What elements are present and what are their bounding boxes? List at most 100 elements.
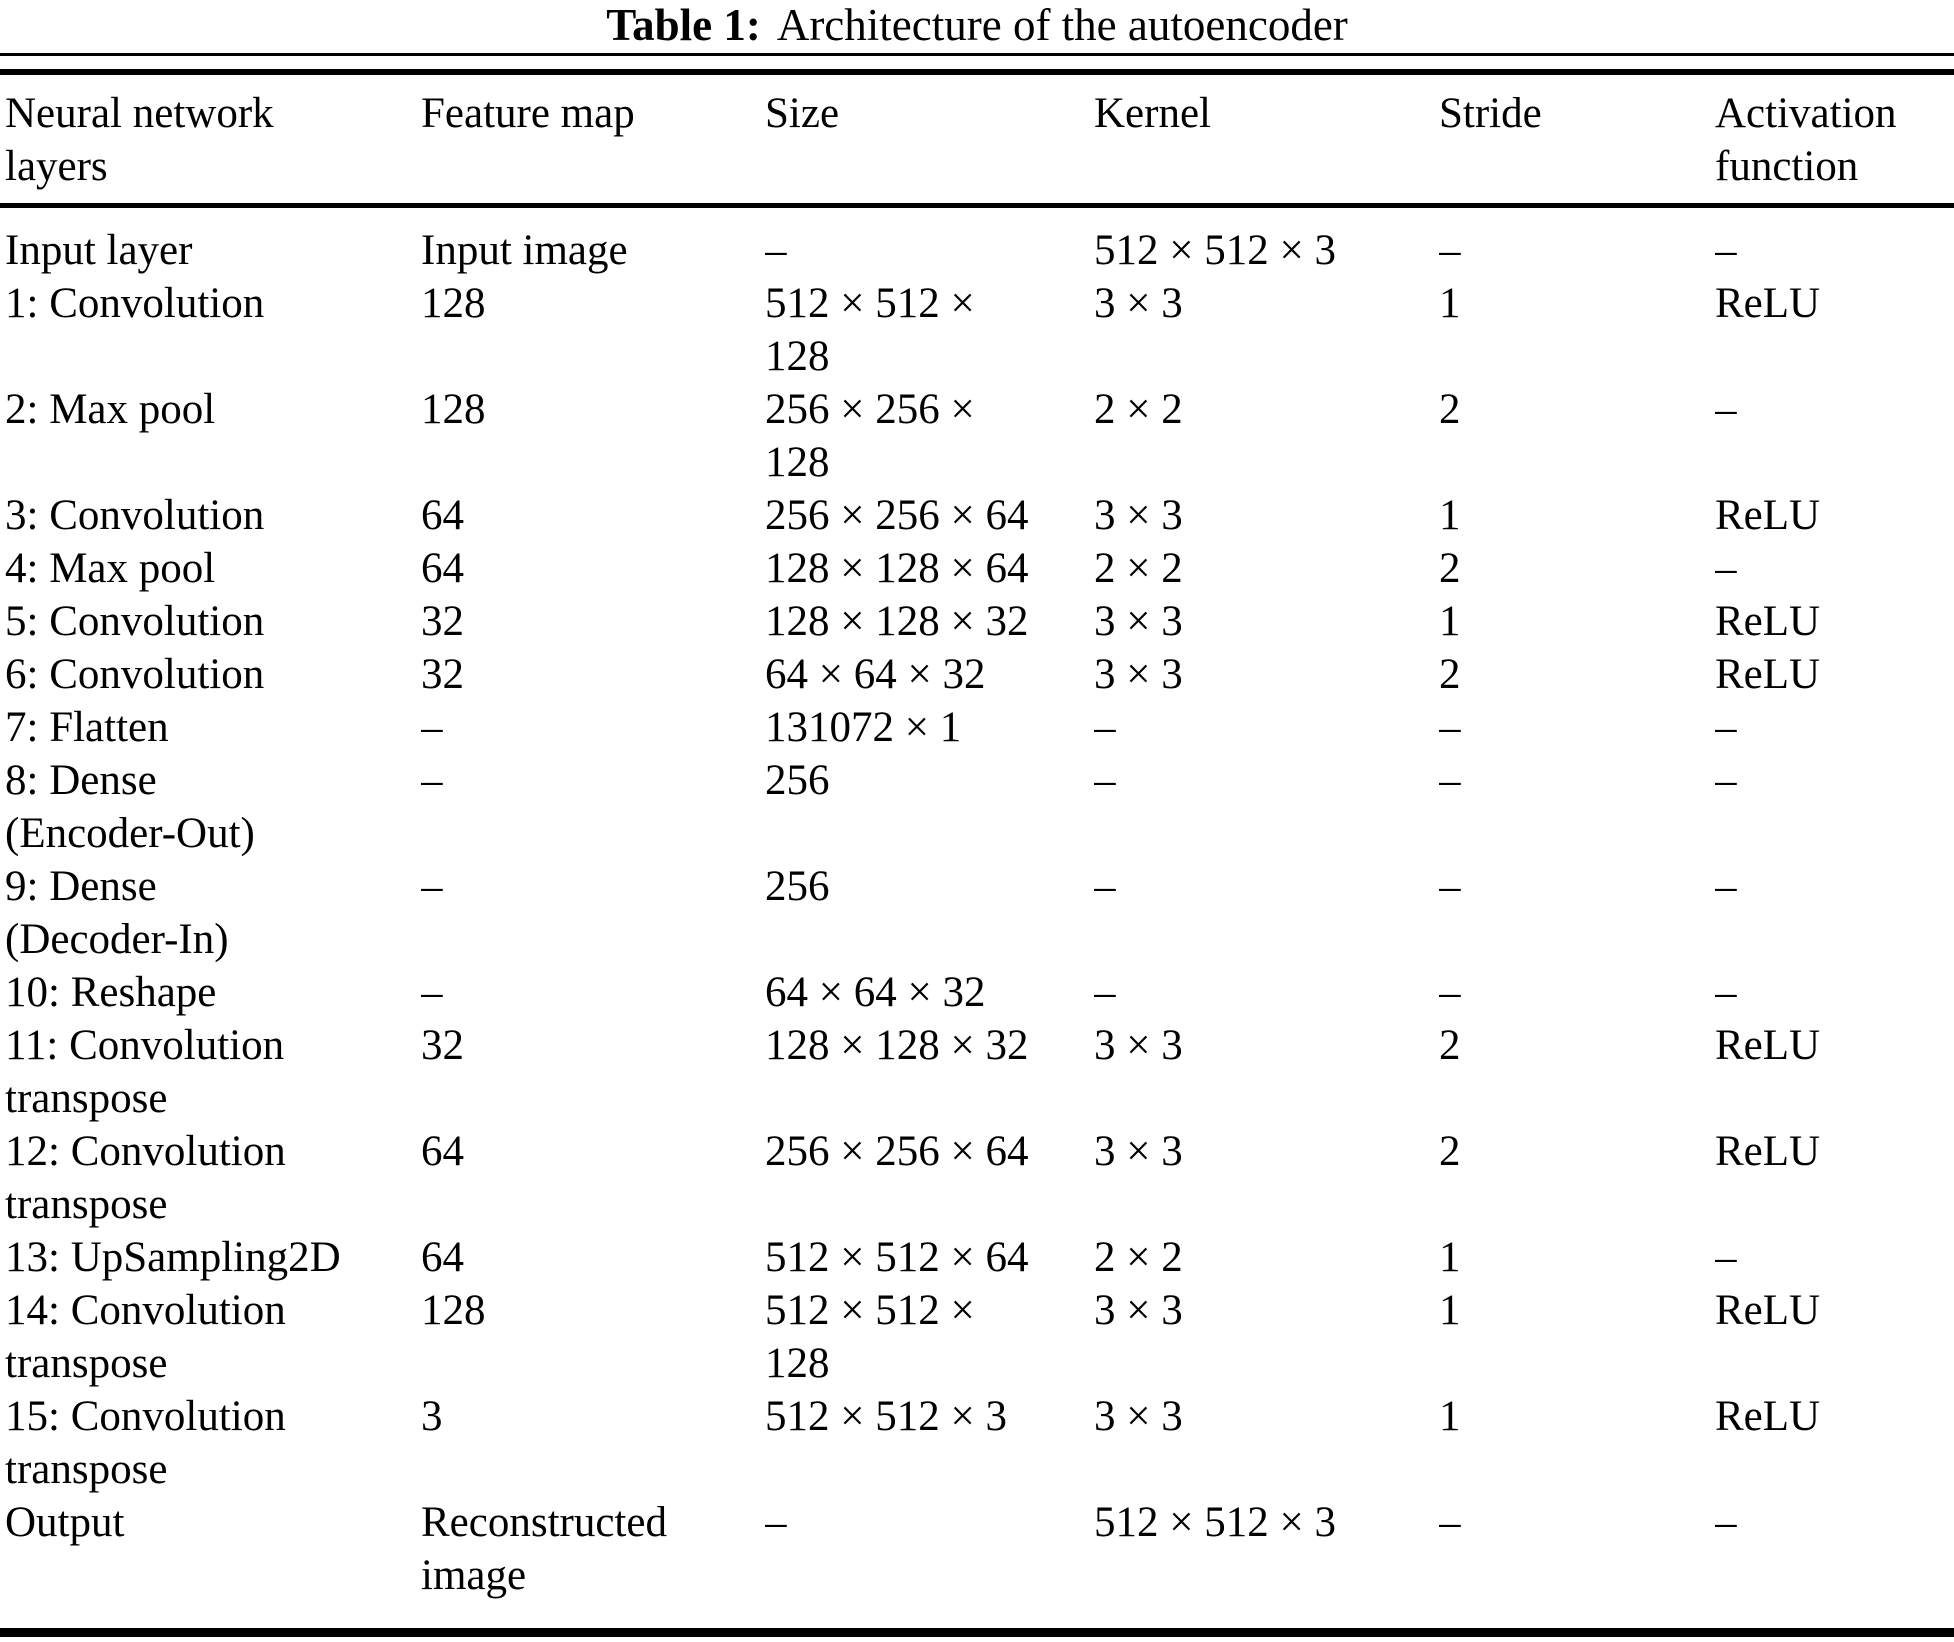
cell-stride: 1 (1439, 1393, 1461, 1440)
cell-stride: 1 (1439, 1287, 1461, 1334)
cell-feature-map: – (421, 757, 443, 804)
cell-size: 512 × 512 × 64 (765, 1234, 1029, 1281)
cell-stride: 1 (1439, 1234, 1461, 1281)
cell-kernel: 2 × 2 (1094, 1234, 1183, 1281)
cell-activation: ReLU (1715, 1128, 1821, 1175)
cell-activation: ReLU (1715, 492, 1821, 539)
column-header-feature-map: Feature map (421, 90, 635, 137)
cell-feature-map: 3 (421, 1393, 443, 1440)
cell-kernel: 3 × 3 (1094, 1022, 1183, 1069)
cell-activation: ReLU (1715, 1287, 1821, 1334)
cell-kernel: – (1094, 863, 1116, 910)
cell-feature-map: 128 (421, 1287, 486, 1334)
cell-layer: 9: Dense (Decoder-In) (5, 863, 229, 963)
cell-activation: – (1715, 545, 1737, 592)
cell-feature-map: 32 (421, 651, 464, 698)
cell-size: 131072 × 1 (765, 704, 962, 751)
cell-kernel: 3 × 3 (1094, 280, 1183, 327)
cell-kernel: 2 × 2 (1094, 386, 1183, 433)
cell-activation: ReLU (1715, 1022, 1821, 1069)
cell-stride: – (1439, 227, 1461, 274)
cell-activation: – (1715, 863, 1737, 910)
cell-kernel: 3 × 3 (1094, 651, 1183, 698)
cell-stride: 2 (1439, 545, 1461, 592)
cell-stride: 2 (1439, 1128, 1461, 1175)
cell-stride: 1 (1439, 280, 1461, 327)
cell-layer: 1: Convolution (5, 280, 265, 327)
cell-layer: 15: Convolution transpose (5, 1393, 286, 1493)
column-header-stride: Stride (1439, 90, 1542, 137)
cell-stride: – (1439, 757, 1461, 804)
top-rule-thick (0, 69, 1954, 75)
cell-kernel: – (1094, 757, 1116, 804)
cell-layer: 2: Max pool (5, 386, 216, 433)
cell-feature-map: 128 (421, 280, 486, 327)
cell-feature-map: Input image (421, 227, 628, 274)
table-caption: Table 1: Architecture of the autoencoder (0, 0, 1954, 50)
table-caption-text: Architecture of the autoencoder (776, 0, 1348, 50)
cell-layer: 3: Convolution (5, 492, 265, 539)
cell-feature-map: Reconstructed image (421, 1499, 667, 1599)
cell-stride: 1 (1439, 492, 1461, 539)
cell-activation: – (1715, 1234, 1737, 1281)
cell-stride: – (1439, 704, 1461, 751)
cell-feature-map: 128 (421, 386, 486, 433)
cell-layer: 6: Convolution (5, 651, 265, 698)
top-rule-thin (0, 53, 1954, 56)
cell-layer: 8: Dense (Encoder-Out) (5, 757, 255, 857)
cell-activation: – (1715, 969, 1737, 1016)
cell-kernel: 3 × 3 (1094, 1287, 1183, 1334)
cell-activation: – (1715, 1499, 1737, 1546)
cell-size: 128 × 128 × 32 (765, 1022, 1029, 1069)
table-caption-label: Table 1: (606, 0, 761, 50)
cell-stride: 2 (1439, 1022, 1461, 1069)
cell-size: 256 × 256 × 64 (765, 492, 1029, 539)
cell-activation: – (1715, 386, 1737, 433)
cell-stride: – (1439, 863, 1461, 910)
cell-kernel: 512 × 512 × 3 (1094, 227, 1337, 274)
cell-stride: – (1439, 1499, 1461, 1546)
cell-size: 512 × 512 × 3 (765, 1393, 1008, 1440)
column-header-neural-network-layers: Neural network layers (5, 90, 274, 190)
cell-layer: Output (5, 1499, 125, 1546)
cell-feature-map: 64 (421, 1234, 464, 1281)
cell-layer: 12: Convolution transpose (5, 1128, 286, 1228)
column-header-kernel: Kernel (1094, 90, 1211, 137)
cell-activation: ReLU (1715, 598, 1821, 645)
cell-layer: 14: Convolution transpose (5, 1287, 286, 1387)
cell-size: 128 × 128 × 32 (765, 598, 1029, 645)
cell-size: – (765, 227, 787, 274)
cell-feature-map: 32 (421, 598, 464, 645)
header-separator-rule (0, 203, 1954, 208)
column-header-size: Size (765, 90, 840, 137)
cell-kernel: 3 × 3 (1094, 492, 1183, 539)
cell-feature-map: 32 (421, 1022, 464, 1069)
cell-size: 256 (765, 757, 830, 804)
cell-feature-map: – (421, 704, 443, 751)
cell-size: 256 × 256 × 128 (765, 386, 975, 486)
bottom-rule (0, 1628, 1954, 1637)
cell-size: 512 × 512 × 128 (765, 280, 975, 380)
cell-size: 256 × 256 × 64 (765, 1128, 1029, 1175)
cell-feature-map: 64 (421, 492, 464, 539)
cell-activation: – (1715, 227, 1737, 274)
cell-layer: 4: Max pool (5, 545, 216, 592)
cell-feature-map: – (421, 969, 443, 1016)
cell-stride: 1 (1439, 598, 1461, 645)
cell-size: 128 × 128 × 64 (765, 545, 1029, 592)
column-header-activation-function: Activation function (1715, 90, 1897, 190)
cell-activation: ReLU (1715, 280, 1821, 327)
cell-activation: ReLU (1715, 651, 1821, 698)
cell-feature-map: 64 (421, 1128, 464, 1175)
cell-kernel: 512 × 512 × 3 (1094, 1499, 1337, 1546)
cell-layer: 7: Flatten (5, 704, 169, 751)
cell-size: 64 × 64 × 32 (765, 651, 986, 698)
cell-layer: 11: Convolution transpose (5, 1022, 285, 1122)
cell-layer: Input layer (5, 227, 193, 274)
cell-stride: 2 (1439, 386, 1461, 433)
cell-layer: 13: UpSampling2D (5, 1234, 341, 1281)
cell-layer: 10: Reshape (5, 969, 217, 1016)
cell-size: 64 × 64 × 32 (765, 969, 986, 1016)
cell-kernel: 3 × 3 (1094, 1128, 1183, 1175)
